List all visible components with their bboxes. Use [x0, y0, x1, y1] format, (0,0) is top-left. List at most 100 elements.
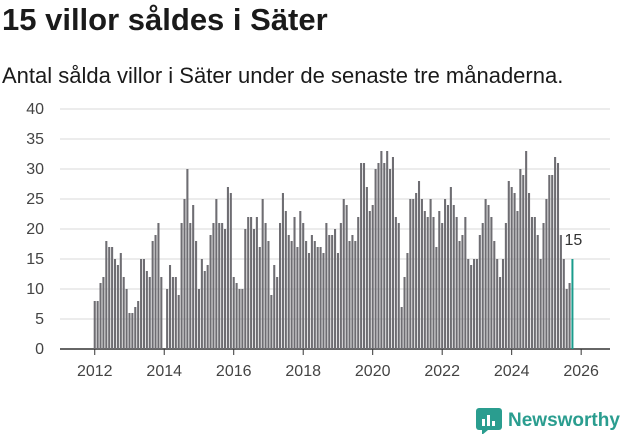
bar — [296, 247, 299, 349]
bar — [99, 283, 102, 349]
bar — [490, 217, 493, 349]
newsworthy-logo-icon — [476, 408, 502, 434]
bar — [342, 199, 345, 349]
y-tick-label: 30 — [26, 161, 44, 178]
bar — [137, 301, 140, 349]
bar — [290, 241, 293, 349]
bar — [406, 253, 409, 349]
bar — [423, 211, 426, 349]
bar — [250, 217, 253, 349]
bar — [276, 277, 279, 349]
bar — [397, 223, 400, 349]
bar — [235, 283, 238, 349]
brand-logo: Newsworthy — [476, 408, 620, 434]
bar — [154, 235, 157, 349]
bar — [345, 205, 348, 349]
bar — [166, 289, 169, 349]
bar — [264, 223, 267, 349]
bar — [400, 307, 403, 349]
bar — [122, 277, 125, 349]
bar — [415, 193, 418, 349]
bar — [273, 265, 276, 349]
y-tick-label: 15 — [26, 251, 44, 268]
bar — [96, 301, 99, 349]
bar — [287, 235, 290, 349]
bar — [417, 181, 421, 349]
bar — [339, 223, 342, 349]
bar — [119, 253, 122, 349]
bar — [487, 205, 490, 349]
bar — [171, 277, 174, 349]
bar — [472, 259, 476, 349]
bar — [533, 217, 536, 349]
bar — [223, 229, 227, 349]
bar — [247, 217, 250, 349]
bar — [403, 277, 406, 349]
bar — [209, 235, 212, 349]
bar — [299, 211, 302, 349]
bar — [504, 223, 507, 349]
bar — [351, 235, 354, 349]
bar — [186, 169, 189, 349]
bar — [528, 193, 531, 349]
y-tick-label: 40 — [26, 101, 44, 118]
bar — [522, 175, 525, 349]
bar — [568, 283, 571, 349]
bar — [134, 307, 137, 349]
bar — [432, 217, 435, 349]
bar — [238, 289, 241, 349]
bar — [380, 151, 383, 349]
bar — [258, 247, 261, 349]
bar-chart: 0 5 10 15 20 25 30 35 40 15 2012 2014 2016 2018 2020 20… — [26, 101, 610, 380]
bar — [221, 223, 224, 349]
bar — [562, 259, 565, 349]
bar — [548, 175, 551, 349]
bar — [420, 199, 423, 349]
bar — [501, 259, 505, 349]
bar — [200, 259, 203, 349]
bar — [545, 199, 548, 349]
bar — [334, 229, 337, 349]
bar — [128, 313, 131, 349]
y-tick-label: 35 — [26, 131, 44, 148]
bar — [116, 265, 119, 349]
bar — [241, 289, 244, 349]
bar — [322, 253, 325, 349]
bar — [252, 229, 256, 349]
bar — [310, 235, 313, 349]
bar — [102, 277, 105, 349]
bar — [429, 199, 432, 349]
bar — [212, 223, 215, 349]
chart-subtitle: Antal sålda villor i Säter under de sena… — [2, 63, 564, 88]
bar — [510, 187, 513, 349]
bar — [452, 205, 455, 349]
x-tick-label: 2022 — [424, 363, 460, 380]
bar — [226, 187, 229, 349]
bar — [125, 289, 128, 349]
bar — [168, 265, 172, 349]
bar — [446, 205, 450, 349]
bar — [499, 277, 502, 349]
bar — [302, 223, 305, 349]
bar — [316, 247, 319, 349]
bar — [475, 259, 478, 349]
y-tick-label: 25 — [26, 191, 44, 208]
x-tick-label: 2026 — [563, 363, 599, 380]
y-tick-label: 5 — [35, 311, 44, 328]
bar — [455, 217, 458, 349]
highlight-bar — [571, 259, 574, 349]
bar — [513, 193, 516, 349]
bar — [412, 199, 415, 349]
bar — [325, 223, 328, 349]
bar — [232, 277, 235, 349]
bar — [530, 217, 533, 349]
bar — [93, 301, 96, 349]
bar — [313, 241, 316, 349]
bar — [542, 223, 545, 349]
chart-title: 15 villor såldes i Säter — [2, 2, 328, 37]
bar — [516, 211, 519, 349]
bar — [203, 271, 206, 349]
bar — [328, 235, 331, 349]
x-tick-label: 2024 — [494, 363, 530, 380]
bar — [145, 271, 148, 349]
